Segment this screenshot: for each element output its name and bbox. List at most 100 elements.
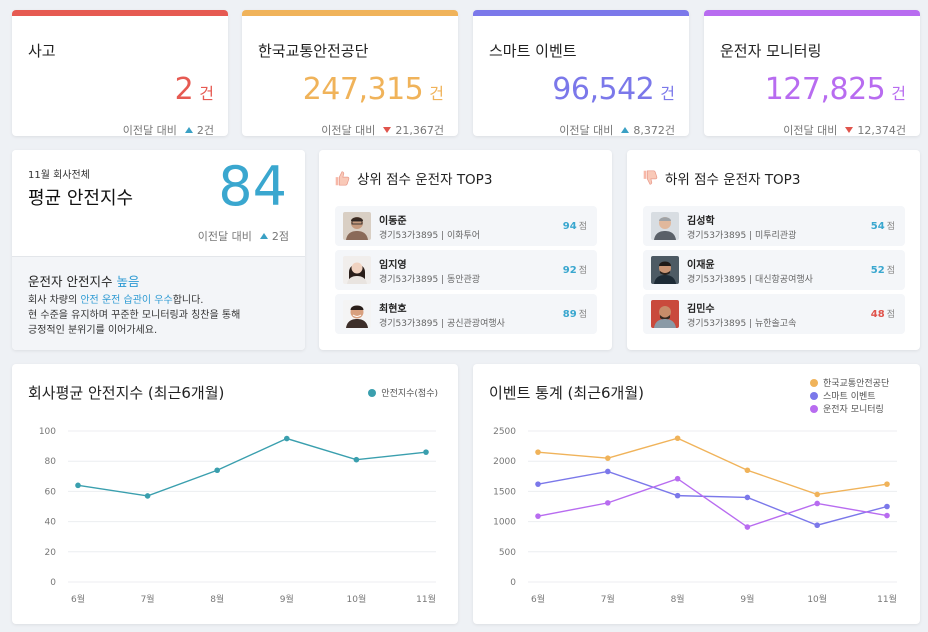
driver-score: 52 점 (871, 263, 895, 276)
driver-score-unit: 점 (578, 310, 587, 320)
safety-index-chart-card: 회사평균 안전지수 (최근6개월) 안전지수(점수) 0 20 40 60 80 100 6… (12, 364, 458, 624)
x-tick-label: 9월 (280, 593, 294, 605)
comparison-label: 이전달 대비 (559, 124, 614, 136)
data-point[interactable] (744, 524, 751, 530)
stat-card-comparison: 이전달 대비 2건 (123, 122, 214, 136)
data-point[interactable] (674, 492, 681, 499)
message-line-1: 회사 차량의 안전 운전 습관이 우수합니다. (28, 293, 240, 308)
bottom-driver-row-3[interactable]: 김민수 경기53가3895 | 뉴한솔고속 48 점 (643, 294, 905, 334)
driver-name: 이동준 (379, 216, 407, 227)
thumbs-down-icon (643, 170, 658, 185)
driver-score-value: 94 (562, 221, 577, 232)
bottom-drivers-title-row: 하위 점수 운전자 TOP3 (641, 168, 800, 188)
data-point[interactable] (814, 491, 820, 498)
data-point[interactable] (214, 467, 220, 474)
legend-label: 한국교통안전공단 (823, 379, 890, 389)
top-drivers-card: 상위 점수 운전자 TOP3 이동준 경기53가3895 | 이화투어 94 점 … (319, 150, 612, 350)
average-safety-title: 평균 안전지수 (28, 188, 134, 209)
stat-card-driver-monitoring[interactable]: 운전자 모니터링 127,825 건 이전달 대비 12,374건 (704, 10, 920, 136)
top-driver-row-3[interactable]: 최현호 경기53가3895 | 공신관광여행사 89 점 (335, 294, 597, 334)
legend-dot (810, 391, 818, 400)
average-safety-summary: 11월 회사전체 평균 안전지수 84 이전달 대비 2점 (12, 150, 305, 256)
driver-company: 미투리관광 (754, 231, 797, 241)
message-line-1-prefix: 회사 차량의 (28, 295, 81, 306)
y-tick-label: 2500 (493, 427, 516, 437)
data-point[interactable] (884, 503, 890, 510)
driver-info: 경기53가3895 | 대신항공여행사 (687, 275, 813, 285)
x-tick-label: 7월 (601, 593, 615, 605)
top-driver-row-2[interactable]: 임지영 경기53가3895 | 동안관광 92 점 (335, 250, 597, 290)
driver-info: 경기53가3895 | 공신관광여행사 (379, 319, 505, 329)
stat-card-kotsa[interactable]: 한국교통안전공단 247,315 건 이전달 대비 21,367건 (242, 10, 458, 136)
y-tick-label: 80 (45, 457, 57, 467)
stat-card-unit: 건 (891, 84, 906, 103)
data-point[interactable] (535, 513, 541, 519)
comparison-delta: 12,374건 (857, 124, 906, 136)
top-drivers-title-row: 상위 점수 운전자 TOP3 (333, 168, 492, 188)
data-point[interactable] (144, 493, 151, 499)
data-point[interactable] (423, 449, 429, 455)
bottom-driver-row-2[interactable]: 이재윤 경기53가3895 | 대신항공여행사 52 점 (643, 250, 905, 290)
legend-dot (368, 388, 377, 397)
legend-item[interactable]: 한국교통안전공단 (810, 376, 889, 389)
data-point[interactable] (605, 500, 611, 506)
driver-score: 54 점 (871, 219, 895, 232)
driver-score: 89 점 (563, 307, 587, 320)
driver-plate: 경기53가3895 (687, 319, 747, 329)
data-point[interactable] (284, 435, 290, 442)
stat-card-color-bar (12, 10, 228, 16)
data-point[interactable] (674, 475, 681, 482)
data-point[interactable] (605, 468, 611, 475)
driver-info: 경기53가3895 | 동안관광 (379, 275, 481, 285)
stat-card-title: 스마트 이벤트 (489, 42, 577, 60)
stat-card-unit: 건 (660, 84, 675, 103)
stat-card-value-row: 2 건 (175, 72, 214, 107)
x-tick-label: 11월 (416, 593, 436, 605)
message-body: 회사 차량의 안전 운전 습관이 우수합니다. 현 수준을 유지하며 꾸준한 모… (28, 293, 240, 338)
y-tick-label: 1500 (493, 487, 516, 497)
avatar (651, 300, 679, 328)
stat-card-accident[interactable]: 사고 2 건 이전달 대비 2건 (12, 10, 228, 136)
stat-card-color-bar (473, 10, 689, 16)
data-point[interactable] (884, 512, 890, 519)
x-tick-label: 6월 (71, 593, 85, 605)
comparison-delta: 21,367건 (395, 124, 444, 136)
legend-dot (810, 404, 818, 413)
avatar (343, 300, 371, 328)
data-point[interactable] (884, 481, 890, 487)
x-tick-label: 6월 (531, 593, 545, 605)
series-line (77, 437, 427, 497)
y-tick-label: 100 (39, 427, 56, 437)
driver-score: 48 점 (871, 307, 895, 320)
x-tick-label: 8월 (210, 593, 224, 605)
data-point[interactable] (75, 482, 81, 489)
data-point[interactable] (605, 455, 611, 461)
top-driver-row-1[interactable]: 이동준 경기53가3895 | 이화투어 94 점 (335, 206, 597, 246)
data-point[interactable] (814, 522, 820, 529)
comparison-delta: 8,372건 (633, 124, 675, 136)
legend-item[interactable]: 운전자 모니터링 (810, 402, 889, 415)
driver-score-unit: 점 (886, 266, 895, 276)
stat-card-value: 2 (174, 72, 194, 107)
legend-item[interactable]: 스마트 이벤트 (810, 389, 889, 402)
data-point[interactable] (814, 500, 820, 507)
stat-card-smart-event[interactable]: 스마트 이벤트 96,542 건 이전달 대비 8,372건 (473, 10, 689, 136)
data-point[interactable] (744, 467, 751, 474)
thumbs-up-icon (335, 171, 350, 186)
bottom-driver-row-1[interactable]: 김성학 경기53가3895 | 미투리관광 54 점 (643, 206, 905, 246)
stat-card-color-bar (242, 10, 458, 16)
driver-score-unit: 점 (578, 266, 587, 276)
data-point[interactable] (535, 449, 541, 455)
chart-legend: 안전지수(점수) (368, 386, 438, 399)
data-point[interactable] (535, 481, 541, 487)
driver-plate: 경기53가3895 (687, 231, 747, 241)
data-point[interactable] (353, 456, 360, 463)
series-line (537, 470, 888, 526)
legend-item[interactable]: 안전지수(점수) (368, 386, 438, 399)
driver-score-value: 48 (870, 309, 885, 320)
average-safety-subtitle: 11월 회사전체 (28, 170, 90, 181)
data-point[interactable] (744, 494, 751, 501)
bottom-drivers-card: 하위 점수 운전자 TOP3 김성학 경기53가3895 | 미투리관광 54 점… (627, 150, 920, 350)
data-point[interactable] (674, 435, 681, 442)
driver-name: 임지영 (379, 260, 407, 271)
